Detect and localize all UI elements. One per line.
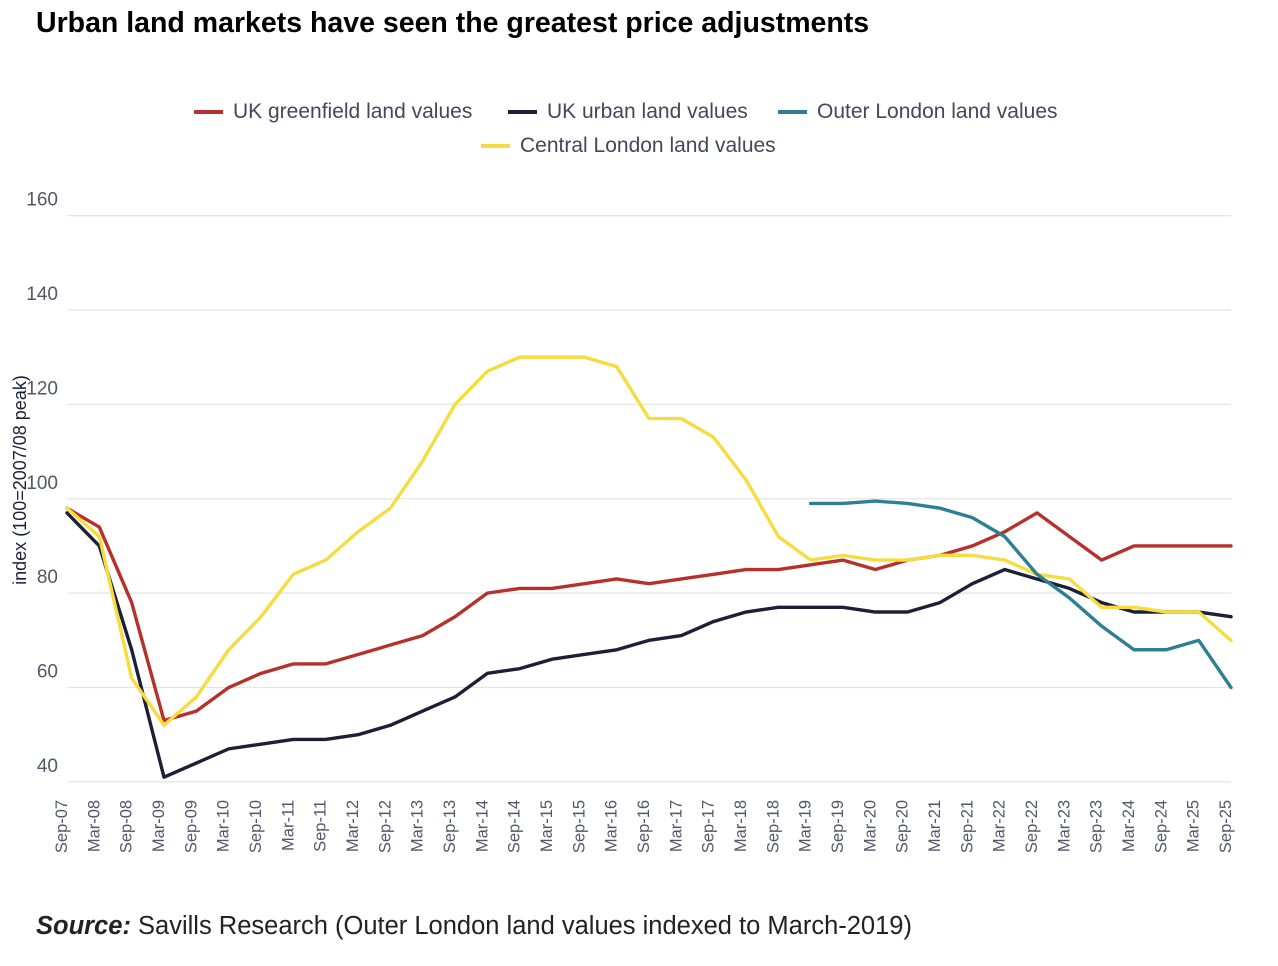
svg-text:Sep-21: Sep-21 bbox=[958, 800, 976, 853]
svg-text:120: 120 bbox=[26, 378, 58, 399]
svg-text:Sep-18: Sep-18 bbox=[764, 800, 782, 853]
svg-text:Mar-24: Mar-24 bbox=[1120, 800, 1138, 852]
svg-text:Sep-09: Sep-09 bbox=[182, 800, 200, 853]
svg-text:Sep-10: Sep-10 bbox=[247, 800, 265, 853]
svg-text:60: 60 bbox=[37, 662, 58, 683]
svg-text:Sep-24: Sep-24 bbox=[1152, 800, 1170, 853]
svg-text:Sep-25: Sep-25 bbox=[1217, 800, 1235, 853]
svg-text:Mar-15: Mar-15 bbox=[538, 800, 556, 852]
svg-text:Mar-13: Mar-13 bbox=[409, 800, 427, 852]
svg-text:80: 80 bbox=[37, 567, 58, 588]
svg-text:Mar-19: Mar-19 bbox=[797, 800, 815, 852]
svg-text:Sep-17: Sep-17 bbox=[700, 800, 718, 853]
svg-text:Mar-23: Mar-23 bbox=[1055, 800, 1073, 852]
svg-text:Sep-07: Sep-07 bbox=[53, 800, 71, 853]
svg-text:40: 40 bbox=[37, 756, 58, 777]
svg-text:Mar-22: Mar-22 bbox=[991, 800, 1009, 852]
svg-text:Sep-16: Sep-16 bbox=[635, 800, 653, 853]
svg-text:Sep-13: Sep-13 bbox=[441, 800, 459, 853]
svg-text:Sep-11: Sep-11 bbox=[312, 800, 330, 852]
svg-text:Mar-18: Mar-18 bbox=[732, 800, 750, 852]
svg-text:Mar-09: Mar-09 bbox=[150, 800, 168, 852]
svg-text:Mar-16: Mar-16 bbox=[603, 800, 621, 852]
svg-text:100: 100 bbox=[26, 473, 58, 494]
svg-text:Mar-25: Mar-25 bbox=[1185, 800, 1203, 852]
svg-text:Mar-11: Mar-11 bbox=[279, 800, 297, 851]
svg-text:Sep-14: Sep-14 bbox=[506, 800, 524, 853]
svg-text:Sep-12: Sep-12 bbox=[376, 800, 394, 853]
svg-text:160: 160 bbox=[26, 190, 58, 211]
svg-text:Mar-20: Mar-20 bbox=[861, 800, 879, 852]
svg-text:Sep-15: Sep-15 bbox=[570, 800, 588, 853]
svg-text:Mar-21: Mar-21 bbox=[926, 800, 944, 852]
svg-text:Sep-19: Sep-19 bbox=[829, 800, 847, 853]
svg-text:Mar-10: Mar-10 bbox=[215, 800, 233, 852]
svg-text:140: 140 bbox=[26, 284, 58, 305]
svg-text:Sep-23: Sep-23 bbox=[1088, 800, 1106, 853]
svg-text:Mar-08: Mar-08 bbox=[85, 800, 103, 852]
svg-text:Mar-12: Mar-12 bbox=[344, 800, 362, 852]
svg-text:Mar-17: Mar-17 bbox=[667, 800, 685, 852]
svg-text:Sep-08: Sep-08 bbox=[118, 800, 136, 853]
svg-text:Mar-14: Mar-14 bbox=[473, 800, 491, 852]
svg-text:Sep-20: Sep-20 bbox=[894, 800, 912, 853]
svg-text:Sep-22: Sep-22 bbox=[1023, 800, 1041, 853]
